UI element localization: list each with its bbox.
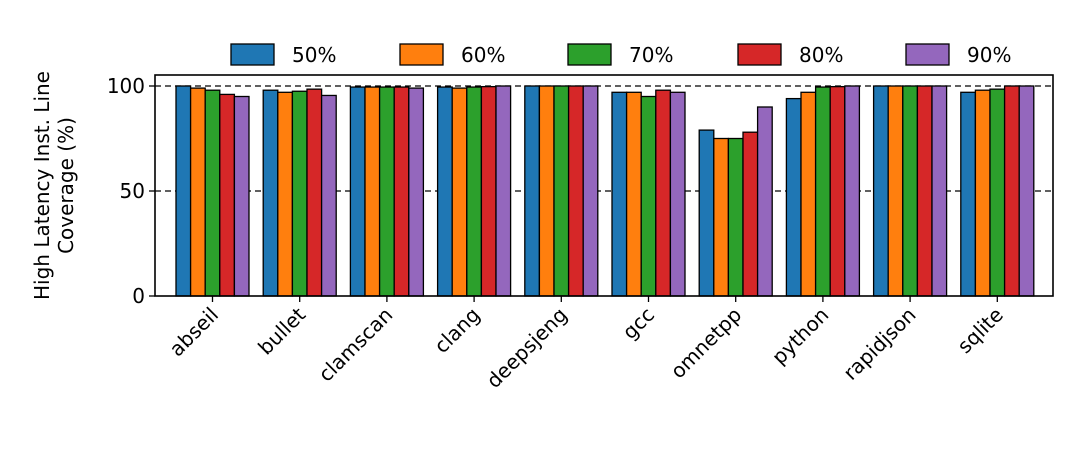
bar-clamscan-60pct: [364, 86, 381, 297]
x-tick-label-bullet: bullet: [253, 302, 310, 359]
bar-gcc-90pct: [669, 91, 686, 297]
bar-abseil-70pct: [204, 89, 221, 297]
bar-gcc-60pct: [625, 91, 642, 297]
bar-deepsjeng-80pct: [567, 85, 584, 297]
legend-label-70pct: 70%: [629, 43, 673, 67]
bar-abseil-90pct: [233, 95, 250, 297]
y-tick-label: 0: [132, 284, 145, 308]
bar-rapidjson-60pct: [887, 85, 904, 297]
bar-omnetpp-80pct: [742, 131, 759, 297]
y-axis: 0 50 100: [107, 74, 155, 308]
bar-bullet-60pct: [277, 91, 294, 297]
legend-swatch-50pct: [230, 43, 275, 66]
y-tick-label: 100: [107, 74, 145, 98]
bar-abseil-80pct: [219, 93, 236, 297]
bar-python-80pct: [829, 85, 846, 297]
bar-bullet-50pct: [262, 89, 279, 297]
bar-gcc-50pct: [611, 91, 628, 297]
bar-omnetpp-60pct: [713, 137, 730, 297]
x-tick-label-abseil: abseil: [164, 303, 223, 362]
y-axis-label-line-1: High Latency Inst. Line: [30, 71, 54, 300]
bar-python-50pct: [785, 97, 802, 297]
bar-clang-70pct: [466, 86, 483, 297]
legend-swatch-80pct: [737, 43, 782, 66]
legend-swatch-60pct: [399, 43, 444, 66]
bar-rapidjson-50pct: [872, 85, 889, 297]
bar-deepsjeng-90pct: [582, 85, 599, 297]
legend-label-50pct: 50%: [292, 43, 336, 67]
bar-clamscan-70pct: [378, 86, 395, 297]
legend-label-80pct: 80%: [799, 43, 843, 67]
y-axis-label: High Latency Inst. Line Coverage (%): [30, 71, 78, 300]
bar-bullet-90pct: [320, 94, 337, 297]
bar-omnetpp-50pct: [698, 129, 715, 297]
legend-swatch-70pct: [567, 43, 612, 66]
x-tick-label-python: python: [767, 303, 833, 369]
bar-rapidjson-70pct: [902, 85, 919, 297]
y-axis-label-line-2: Coverage (%): [54, 117, 78, 254]
x-tick-label-clang: clang: [429, 303, 484, 358]
bar-sqlite-80pct: [1003, 85, 1020, 297]
bar-sqlite-50pct: [960, 91, 977, 297]
bar-gcc-80pct: [655, 89, 672, 297]
bars: [175, 85, 1035, 297]
x-tick-label-sqlite: sqlite: [952, 303, 1007, 358]
bar-sqlite-90pct: [1018, 85, 1035, 297]
y-tick-label: 50: [120, 179, 145, 203]
bar-clang-80pct: [480, 85, 497, 297]
bar-clamscan-80pct: [393, 86, 410, 297]
bar-deepsjeng-70pct: [553, 85, 570, 297]
x-tick-label-rapidjson: rapidjson: [838, 303, 920, 385]
x-tick-label-omnetpp: omnetpp: [666, 303, 747, 384]
bar-clamscan-50pct: [349, 86, 366, 297]
bar-omnetpp-90pct: [756, 106, 773, 297]
plot-frame: [154, 74, 1054, 297]
legend-swatch-90pct: [905, 43, 950, 66]
bar-clang-50pct: [436, 86, 453, 297]
bar-rapidjson-80pct: [916, 85, 933, 297]
bar-python-60pct: [800, 91, 817, 297]
bar-omnetpp-70pct: [727, 137, 744, 297]
x-tick-label-clamscan: clamscan: [314, 303, 398, 387]
bar-sqlite-60pct: [974, 89, 991, 297]
bar-deepsjeng-60pct: [538, 85, 555, 297]
bar-deepsjeng-50pct: [524, 85, 541, 297]
x-tick-label-deepsjeng: deepsjeng: [482, 303, 572, 393]
legend-label-60pct: 60%: [461, 43, 505, 67]
x-tick-label-gcc: gcc: [618, 303, 659, 344]
bar-clang-60pct: [451, 87, 468, 297]
bar-clamscan-90pct: [408, 87, 425, 297]
bar-python-90pct: [844, 85, 861, 297]
bar-sqlite-70pct: [989, 88, 1006, 297]
bar-bullet-70pct: [291, 90, 308, 297]
bar-gcc-70pct: [640, 95, 657, 297]
legend-label-90pct: 90%: [967, 43, 1011, 67]
bar-abseil-50pct: [175, 85, 192, 297]
legend: 50% 60% 70% 80% 90%: [230, 43, 1011, 67]
bar-abseil-60pct: [189, 87, 206, 297]
bar-bullet-80pct: [306, 88, 323, 297]
bar-python-70pct: [814, 86, 831, 297]
bar-clang-90pct: [495, 85, 512, 297]
bar-rapidjson-90pct: [931, 85, 948, 297]
